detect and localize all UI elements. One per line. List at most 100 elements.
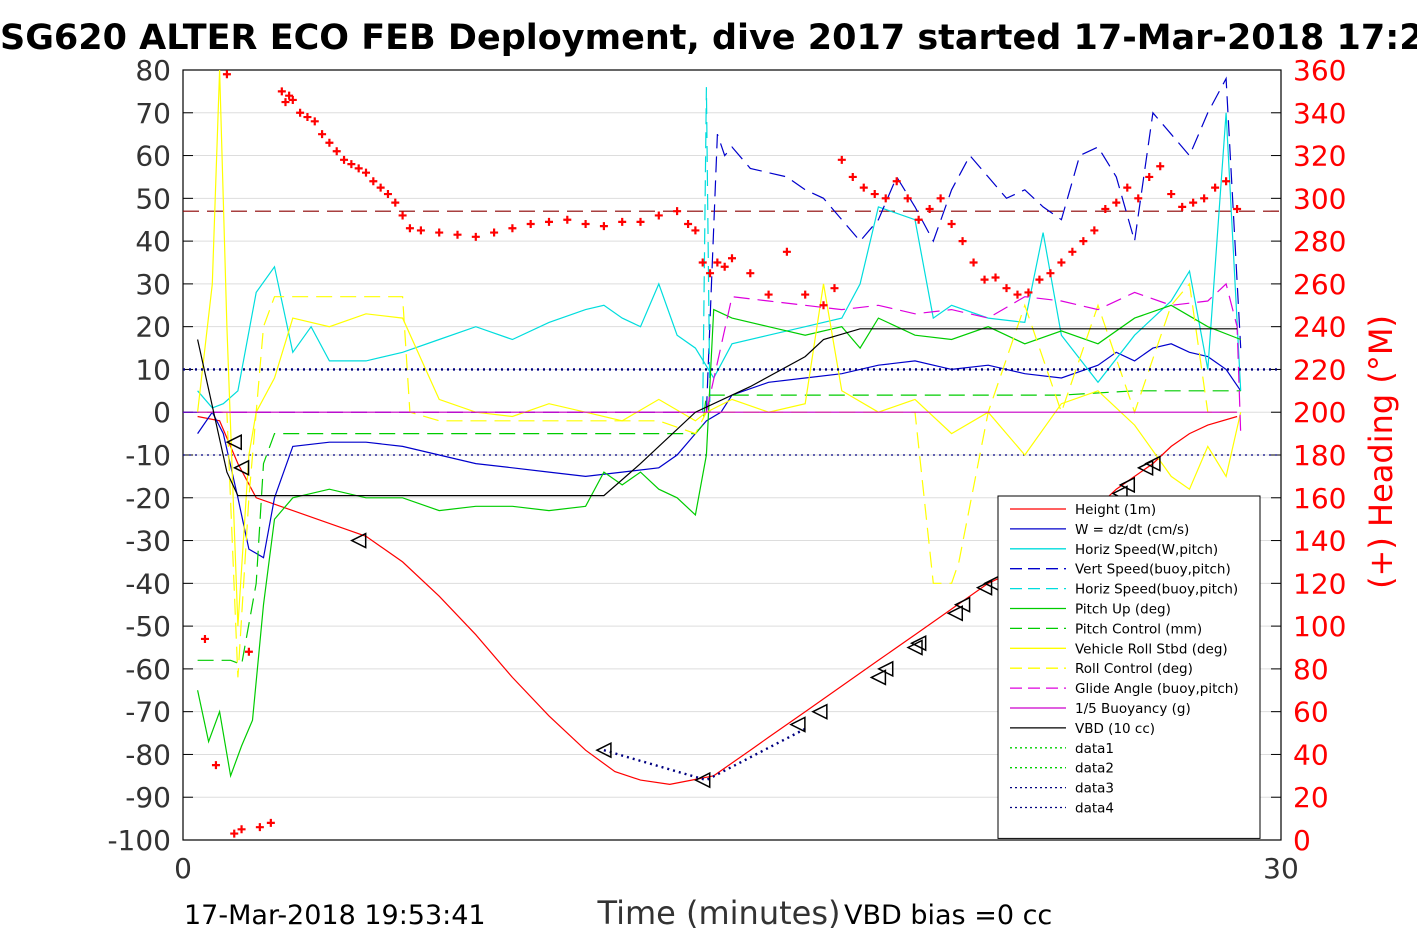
- y-tick-label-right: 120: [1293, 567, 1346, 600]
- heading-point: [728, 254, 736, 263]
- legend-label: data1: [1075, 741, 1114, 757]
- y-tick-label-left: -100: [107, 824, 171, 857]
- heading-point: [1211, 183, 1220, 192]
- heading-point: [830, 284, 839, 293]
- heading-point: [471, 232, 480, 241]
- x-axis-label: Time (minutes): [597, 894, 841, 932]
- heading-point: [318, 130, 327, 139]
- series-line: [197, 343, 1242, 559]
- y-tick-label-right: 100: [1293, 610, 1346, 643]
- heading-point: [340, 155, 349, 164]
- heading-point: [1057, 258, 1066, 267]
- heading-point: [848, 172, 857, 181]
- heading-point: [936, 194, 945, 203]
- heading-point: [222, 70, 231, 79]
- legend-label: Height (1m): [1075, 502, 1156, 518]
- heading-point: [720, 262, 729, 271]
- y-tick-label-left: 80: [135, 54, 171, 87]
- y-tick-label-left: 40: [135, 225, 171, 258]
- heading-point: [237, 825, 246, 834]
- heading-point: [1013, 290, 1022, 299]
- series-line: [197, 69, 1242, 627]
- heading-point: [1134, 194, 1143, 203]
- turn-marker: [869, 669, 887, 686]
- legend-label: data3: [1075, 781, 1114, 797]
- heading-point: [1035, 275, 1044, 284]
- heading-point: [354, 164, 363, 173]
- y-tick-label-right: 240: [1293, 311, 1346, 344]
- heading-point: [1123, 183, 1132, 192]
- heading-point: [230, 829, 239, 838]
- heading-point: [1167, 190, 1176, 199]
- y-tick-label-left: 10: [135, 353, 171, 386]
- heading-point: [435, 228, 444, 237]
- heading-point: [892, 177, 901, 186]
- turn-marker: [1144, 455, 1161, 472]
- turn-marker: [595, 741, 612, 759]
- dive-timestamp: 17-Mar-2018 19:53:41: [184, 900, 486, 931]
- series-line: [603, 727, 806, 782]
- turn-marker: [232, 459, 250, 477]
- y-tick-label-right: 0: [1293, 824, 1311, 857]
- heading-point: [1068, 247, 1077, 256]
- y-tick-label-left: 50: [135, 182, 171, 215]
- vbd-bias-label: VBD bias =0 cc: [844, 900, 1053, 931]
- heading-point: [925, 205, 934, 214]
- heading-point: [870, 190, 879, 199]
- series-line: [197, 390, 1241, 666]
- y-tick-label-left: -60: [125, 653, 171, 686]
- x-tick-label: 30: [1263, 852, 1299, 885]
- legend-label: data4: [1075, 801, 1114, 817]
- heading-point: [636, 217, 645, 226]
- heading-point: [914, 215, 923, 224]
- heading-point: [303, 113, 312, 122]
- y-tick-label-left: 70: [135, 97, 171, 130]
- series-line: [705, 282, 1242, 434]
- heading-point: [453, 230, 462, 239]
- y-tick-label-right: 340: [1293, 97, 1346, 130]
- heading-point: [691, 226, 700, 235]
- heading-point: [991, 273, 1000, 282]
- turn-marker: [909, 635, 927, 652]
- heading-point: [526, 220, 535, 228]
- heading-point: [1101, 205, 1110, 214]
- heading-point: [1233, 205, 1242, 214]
- heading-point: [713, 258, 722, 267]
- series-line: [197, 304, 1241, 779]
- heading-point: [383, 190, 392, 199]
- y-tick-label-left: -30: [125, 525, 171, 558]
- heading-point: [859, 183, 868, 192]
- y-tick-label-right: 220: [1293, 353, 1346, 386]
- turn-marker: [789, 716, 806, 733]
- y-tick-label-left: -20: [125, 482, 171, 515]
- legend-label: Horiz Speed(buoy,pitch): [1075, 582, 1238, 598]
- heading-point: [200, 634, 209, 643]
- heading-point: [980, 275, 989, 284]
- heading-point: [545, 217, 553, 226]
- legend-label: Vert Speed(buoy,pitch): [1075, 562, 1231, 578]
- heading-point: [490, 228, 499, 237]
- turn-marker: [1118, 476, 1136, 494]
- legend: Height (1m) W = dz/dt (cm/s) Horiz Speed(W…: [997, 495, 1261, 839]
- series-layer: [183, 69, 1281, 786]
- heading-point: [211, 761, 220, 770]
- heading-point: [801, 290, 810, 299]
- heading-point: [881, 194, 890, 203]
- heading-point: [684, 220, 693, 228]
- turn-marker: [946, 605, 964, 622]
- turn-marker: [975, 579, 993, 596]
- y-axis-label-right: (+) Heading (°M): [1362, 315, 1400, 589]
- heading-point: [947, 220, 956, 228]
- series-line: [197, 112, 1242, 409]
- legend-label: W = dz/dt (cm/s): [1075, 522, 1189, 538]
- y-tick-label-left: -80: [125, 738, 171, 771]
- heading-point: [244, 647, 253, 656]
- y-tick-label-right: 40: [1293, 738, 1329, 771]
- y-tick-label-right: 260: [1293, 268, 1346, 301]
- heading-point: [347, 160, 356, 169]
- heading-point: [819, 301, 828, 310]
- heading-point: [673, 207, 682, 216]
- turn-marker: [694, 771, 711, 789]
- y-tick-label-left: -10: [125, 439, 171, 472]
- heading-point: [332, 147, 341, 156]
